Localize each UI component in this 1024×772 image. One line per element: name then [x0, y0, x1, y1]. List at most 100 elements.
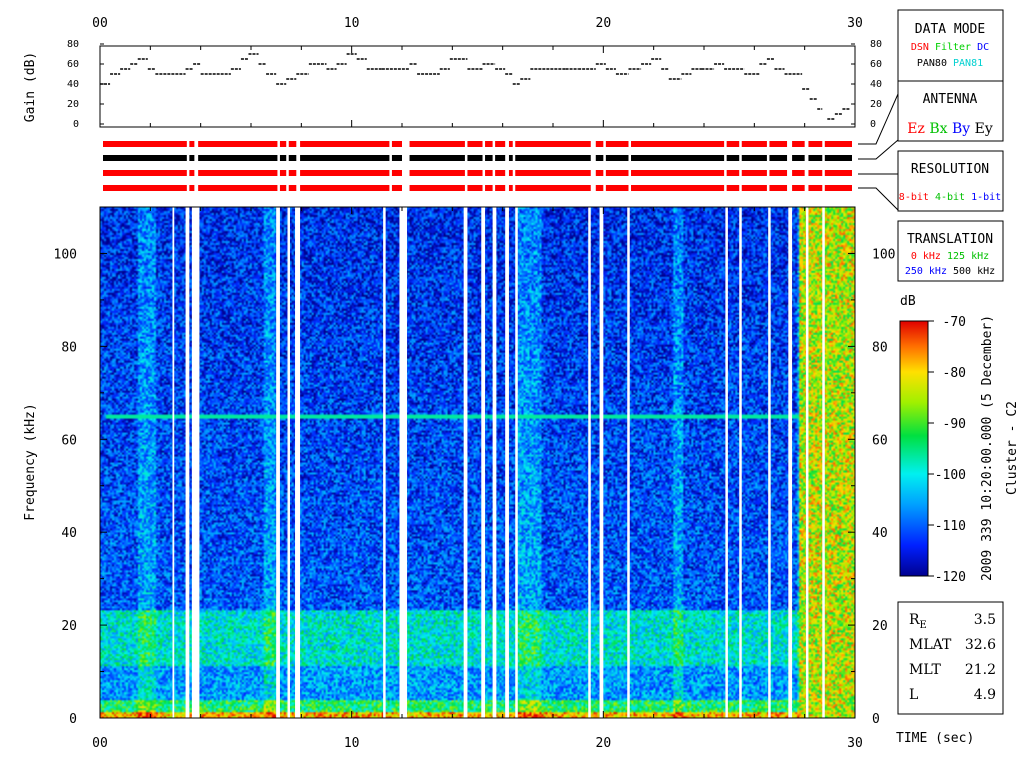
legend-entry: 125 kHz	[947, 251, 989, 262]
status-bar-resolution	[103, 170, 852, 176]
time-tick-label: 10	[344, 736, 360, 751]
data-gap	[295, 207, 301, 718]
gain-tick-label: 60	[67, 59, 79, 70]
svg-text:0 kHz 125 kHz: 0 kHz 125 kHz	[911, 251, 989, 262]
svg-text:250 kHz 500 kHz: 250 kHz 500 kHz	[905, 266, 995, 277]
translation-legend: TRANSLATION 0 kHz 125 kHz 250 kHz 500 kH…	[897, 220, 1004, 282]
data-gap	[788, 207, 793, 718]
colorbar-label: dB	[900, 294, 916, 309]
orbit-value: 3.5	[974, 612, 996, 628]
data-gap	[505, 207, 509, 718]
freq-tick-label: 60	[61, 433, 77, 448]
antenna-title: ANTENNA	[923, 92, 978, 107]
legend-entry: 500 kHz	[953, 266, 995, 277]
status-gap	[482, 138, 486, 194]
gain-tick-label: 80	[67, 39, 79, 50]
gain-tick-label: 80	[870, 39, 882, 50]
legend-entry: DC	[977, 42, 989, 53]
freq-tick-label: 100	[54, 247, 77, 262]
data-gap	[768, 207, 771, 718]
data-gap	[492, 207, 497, 718]
status-bar-translation	[103, 185, 852, 191]
legend-entry: Ey	[975, 121, 993, 137]
legend-entry: 4-bit	[935, 192, 965, 203]
time-tick-label: 20	[596, 736, 612, 751]
status-gap	[296, 138, 301, 194]
status-gap	[464, 138, 468, 194]
freq-tick-label: 0	[872, 712, 880, 727]
gain-tick-label: 0	[870, 119, 876, 130]
frequency-axis-label: Frequency (kHz)	[23, 403, 38, 520]
orbit-label: MLAT	[909, 637, 952, 653]
spacecraft-label: Cluster - C2	[1005, 401, 1020, 495]
svg-text:8-bit 4-bit 1-bit: 8-bit 4-bit 1-bit	[899, 192, 1001, 203]
spectrogram-image	[100, 207, 855, 718]
data-gap	[383, 207, 386, 718]
status-gap	[739, 138, 742, 194]
status-gap	[286, 138, 289, 194]
time-tick-label: 30	[847, 16, 863, 31]
status-gap	[389, 138, 392, 194]
status-gap	[194, 138, 199, 194]
data-gap	[191, 207, 200, 718]
gain-axis-label: Gain (dB)	[23, 52, 38, 122]
legend-entry: By	[952, 121, 970, 137]
legend-entry: 1-bit	[971, 192, 1001, 203]
status-gap	[186, 138, 190, 194]
freq-tick-label: 100	[872, 247, 895, 262]
data-gap	[399, 207, 408, 718]
data-gap	[805, 207, 809, 718]
gain-tick-label: 20	[67, 99, 79, 110]
orbit-value: 4.9	[974, 687, 996, 703]
time-tick-label: 00	[92, 16, 108, 31]
time-axis-label: TIME (sec)	[896, 731, 974, 746]
status-bar-data-mode	[103, 141, 852, 147]
status-gap	[724, 138, 727, 194]
freq-tick-label: 0	[69, 712, 77, 727]
gain-tick-label: 40	[67, 79, 79, 90]
orbit-label: L	[909, 687, 918, 703]
antenna-legend: ANTENNA Ez Bx By Ey	[897, 80, 1004, 142]
legend-entry: PAN81	[953, 58, 983, 69]
data-mode-legend: DATA MODE DSN Filter DC PAN80 PAN81	[897, 9, 1004, 95]
data-mode-title: DATA MODE	[915, 22, 985, 37]
legend-entry: PAN80	[917, 58, 947, 69]
orbit-label: MLT	[909, 662, 941, 678]
freq-tick-label: 40	[61, 526, 77, 541]
colorbar: dB -70 -80 -90 -100 -110 -120	[899, 294, 966, 585]
gain-curve	[100, 53, 850, 120]
legend-entry: 250 kHz	[905, 266, 947, 277]
time-tick-label: 00	[92, 736, 108, 751]
freq-tick-label: 40	[872, 526, 888, 541]
data-gap	[739, 207, 742, 718]
gain-tick-label: 40	[870, 79, 882, 90]
status-gap	[590, 138, 596, 194]
translation-title: TRANSLATION	[907, 232, 993, 247]
resolution-title: RESOLUTION	[911, 162, 989, 177]
freq-tick-label: 80	[872, 340, 888, 355]
colorbar-tick-label: -100	[935, 468, 966, 483]
bottom-time-axis: 00 10 20 30	[92, 207, 863, 751]
legend-entry: Filter	[935, 42, 971, 53]
status-gap	[492, 138, 496, 194]
top-time-axis: 00 10 20 30	[92, 16, 863, 127]
status-gap	[822, 138, 825, 194]
time-tick-label: 10	[344, 16, 360, 31]
status-gap	[766, 138, 770, 194]
colorbar-tick-label: -80	[943, 366, 966, 381]
status-gap	[787, 138, 793, 194]
svg-text:DSN Filter DC: DSN Filter DC	[911, 42, 989, 53]
orbit-value: 21.2	[965, 662, 996, 678]
status-gap	[603, 138, 606, 194]
data-gap	[463, 207, 468, 718]
data-gap	[725, 207, 728, 718]
gain-tick-label: 60	[870, 59, 882, 70]
legend-connectors	[858, 93, 899, 211]
status-gap	[505, 138, 509, 194]
legend-entry: Bx	[929, 121, 947, 137]
status-bars	[103, 138, 852, 194]
gain-tick-label: 20	[870, 99, 882, 110]
colorbar-tick-label: -110	[935, 519, 966, 534]
time-tick-label: 20	[596, 16, 612, 31]
